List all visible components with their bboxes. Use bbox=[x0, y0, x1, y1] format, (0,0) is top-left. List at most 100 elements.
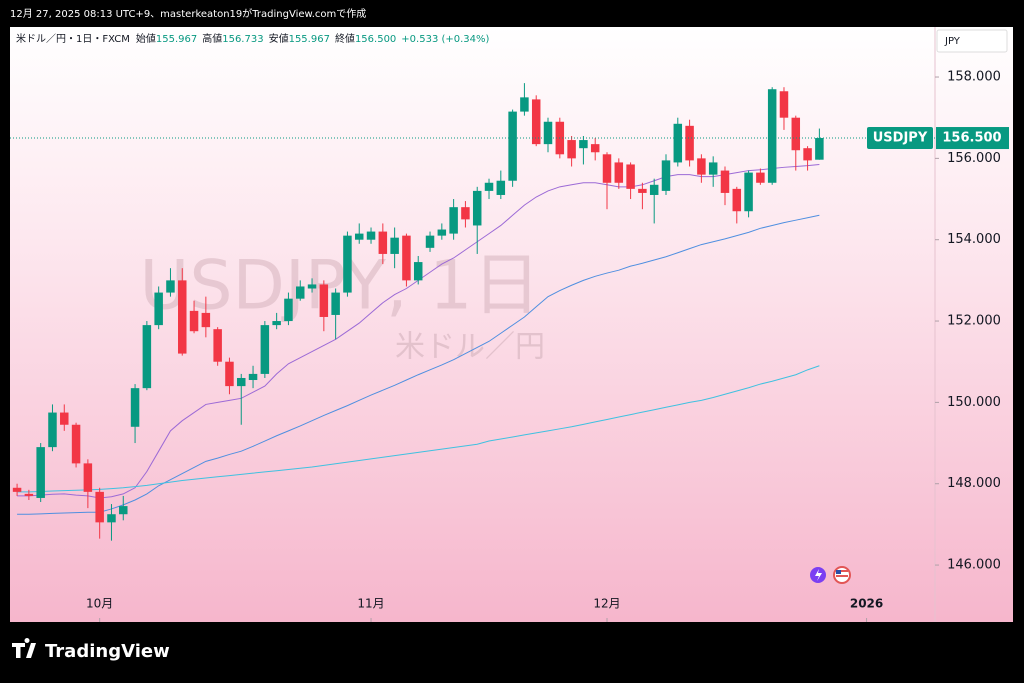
candle-body bbox=[484, 182, 494, 191]
legend-label: 安値 bbox=[269, 32, 289, 45]
candle-body bbox=[201, 312, 211, 328]
candle-body bbox=[272, 321, 281, 326]
candle-body bbox=[107, 514, 116, 523]
candle-body bbox=[248, 373, 258, 381]
candle-body bbox=[378, 231, 388, 254]
price-tag-label: 156.500 bbox=[942, 131, 1001, 146]
candle-body bbox=[791, 117, 801, 151]
x-tick-label: 10月 bbox=[86, 597, 113, 611]
logo-mark bbox=[12, 638, 36, 658]
candle-body bbox=[425, 235, 435, 248]
icon-flag-stripe bbox=[836, 575, 848, 577]
candle-body bbox=[71, 424, 81, 464]
candle-body bbox=[602, 154, 612, 183]
candle-body bbox=[36, 447, 45, 498]
candle-body bbox=[449, 207, 458, 234]
candle-body bbox=[189, 310, 199, 332]
candle-body bbox=[626, 164, 635, 189]
candle-body bbox=[366, 231, 376, 240]
candle-body bbox=[720, 170, 730, 193]
candle-body bbox=[579, 140, 588, 149]
candle-body bbox=[590, 144, 600, 153]
candle-body bbox=[520, 97, 529, 112]
plot: 146.000 148.000 150.000 152.000 154.000 156.0… bbox=[10, 70, 1009, 622]
legend: 米ドル／円・1日・FXCM 始値 155.967 高値 156.733 安値 155.96… bbox=[16, 32, 490, 45]
candle-body bbox=[307, 284, 317, 289]
candle-body bbox=[543, 121, 553, 145]
legend-label: 終値 bbox=[335, 32, 355, 45]
candle-body bbox=[413, 262, 423, 281]
legend-value: 155.967 bbox=[289, 34, 330, 45]
symbol-tag-label: USDJPY bbox=[873, 131, 928, 146]
x-tick-label: 11月 bbox=[357, 597, 384, 611]
candle-body bbox=[331, 292, 340, 315]
currency-box[interactable] bbox=[936, 29, 1008, 53]
candle-body bbox=[178, 280, 187, 354]
candle-body bbox=[437, 229, 447, 236]
x-tick-label: 2026 bbox=[850, 597, 883, 611]
candle-body bbox=[142, 325, 152, 389]
candle-body bbox=[260, 325, 270, 374]
candle-body bbox=[673, 123, 683, 163]
header: 12月 27, 2025 08:13 UTC+9、masterkeaton19が… bbox=[10, 7, 366, 20]
candle-body bbox=[284, 298, 293, 322]
candle-body bbox=[744, 172, 753, 212]
candle-body bbox=[83, 463, 93, 492]
candle-body bbox=[166, 280, 175, 293]
y-tick-label: 148.000 bbox=[947, 476, 1001, 491]
icon-flag-stripe bbox=[836, 570, 848, 572]
y-tick-label: 156.000 bbox=[947, 151, 1001, 166]
moving-average bbox=[17, 365, 820, 493]
candle-body bbox=[803, 148, 812, 161]
footer-logo: TradingView bbox=[45, 641, 170, 662]
legend-value: 156.733 bbox=[222, 34, 263, 45]
candle-body bbox=[614, 162, 624, 183]
candle-body bbox=[130, 388, 140, 427]
candle-body bbox=[60, 412, 69, 425]
candle-body bbox=[319, 284, 329, 317]
candle-body bbox=[815, 138, 824, 160]
legend-symbol: 米ドル／円・1日・FXCM bbox=[16, 32, 130, 45]
candle-body bbox=[225, 361, 234, 387]
y-tick-label: 146.000 bbox=[947, 558, 1001, 573]
candle-body bbox=[756, 172, 765, 183]
candle-body bbox=[767, 89, 777, 183]
moving-average bbox=[17, 214, 820, 515]
candle-body bbox=[708, 162, 718, 175]
candle-body bbox=[12, 487, 22, 492]
candle-body bbox=[697, 158, 706, 175]
watermark: USDJPY, 1日 bbox=[140, 247, 541, 326]
candle-body bbox=[779, 91, 789, 118]
candle-body bbox=[732, 188, 742, 212]
currency[interactable]: JPY bbox=[944, 36, 961, 47]
candle-body bbox=[508, 111, 517, 181]
candle-body bbox=[472, 190, 482, 226]
candle-body bbox=[638, 188, 647, 193]
candle-body bbox=[402, 235, 411, 281]
y-tick-label: 152.000 bbox=[947, 314, 1001, 329]
candle-body bbox=[354, 233, 364, 240]
legend-value: 156.500 bbox=[355, 34, 396, 45]
symbol-tag bbox=[867, 127, 933, 150]
candle-body bbox=[24, 493, 34, 496]
candle-body bbox=[213, 329, 222, 362]
candle-body bbox=[390, 237, 399, 254]
watermark-sub: 米ドル／円 bbox=[395, 330, 545, 365]
price-tag bbox=[936, 127, 1009, 150]
candle-body bbox=[685, 125, 694, 161]
icon-bolt bbox=[815, 569, 822, 581]
y-tick-label: 154.000 bbox=[947, 232, 1001, 247]
candle-body bbox=[295, 286, 305, 299]
candle-body bbox=[48, 412, 57, 448]
candle-body bbox=[531, 99, 541, 145]
candle-body bbox=[119, 506, 128, 515]
candle-body bbox=[661, 160, 671, 191]
y-tick-label: 150.000 bbox=[947, 395, 1001, 410]
candle-body bbox=[496, 180, 506, 195]
icon-flag-canton bbox=[836, 570, 841, 574]
candle-body bbox=[95, 491, 104, 523]
x-tick-label: 12月 bbox=[593, 597, 620, 611]
legend-value: 155.967 bbox=[156, 34, 197, 45]
